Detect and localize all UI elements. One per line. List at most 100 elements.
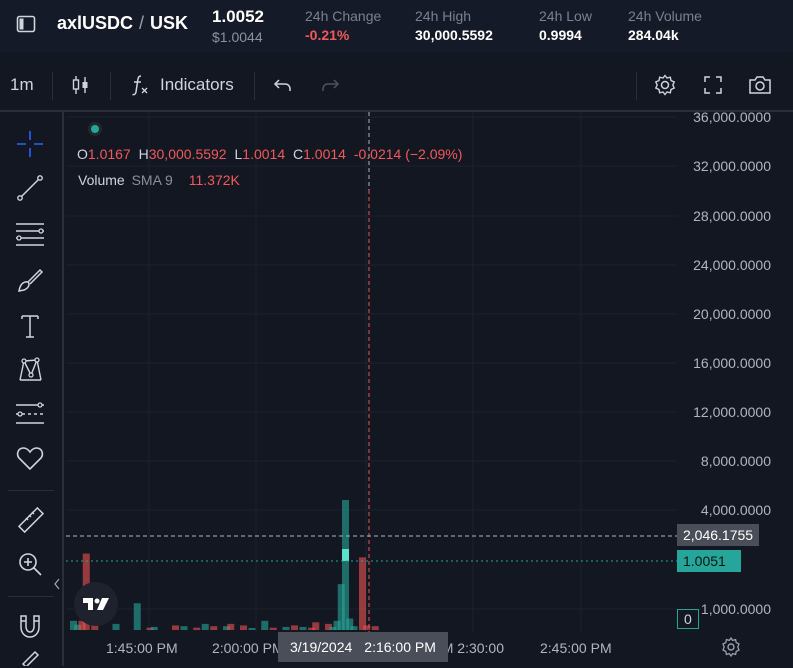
sidebar-toggle-icon[interactable] bbox=[16, 14, 36, 34]
heart-icon bbox=[16, 447, 44, 471]
ohlc-legend: O1.0167 H30,000.5592 L1.0014 C1.0014 -0.… bbox=[77, 146, 462, 162]
volume-bar bbox=[193, 627, 201, 630]
price-tick: 28,000.0000 bbox=[693, 208, 771, 224]
volume-bar bbox=[359, 557, 366, 630]
volume-bar bbox=[150, 626, 158, 630]
high-label: H bbox=[138, 146, 149, 162]
indicators-button[interactable]: Indicators bbox=[128, 62, 234, 108]
undo-button[interactable] bbox=[272, 62, 294, 108]
forecast-icon bbox=[16, 402, 44, 424]
price-tick: 1,000.0000 bbox=[700, 601, 771, 617]
pattern-tool[interactable] bbox=[12, 352, 48, 388]
volume-bar bbox=[329, 626, 337, 630]
zoom-in-icon bbox=[19, 553, 42, 576]
volume-bar bbox=[172, 625, 179, 630]
text-tool[interactable] bbox=[12, 308, 48, 344]
stat-24h-high-value: 30,000.5592 bbox=[415, 27, 493, 43]
undo-icon bbox=[273, 79, 291, 91]
chart-plot-area[interactable] bbox=[66, 112, 677, 632]
fullscreen-button[interactable] bbox=[702, 62, 724, 108]
trend-line-icon bbox=[17, 175, 43, 201]
camera-icon bbox=[749, 76, 771, 94]
price-tick: 36,000.0000 bbox=[693, 109, 771, 125]
redo-icon bbox=[322, 79, 340, 91]
volume-bar bbox=[291, 625, 298, 630]
pair-base: axlUSDC bbox=[57, 13, 134, 33]
zoom-tool[interactable] bbox=[12, 546, 48, 582]
crosshair-time: 2:16:00 PM bbox=[364, 639, 436, 655]
low-label: L bbox=[234, 146, 243, 162]
time-axis[interactable]: 1:45:00 PM 2:00:00 PM 2:30:00 PM 2:45:00… bbox=[66, 632, 677, 666]
crosshair-tool[interactable] bbox=[12, 126, 48, 162]
volume-bar bbox=[74, 624, 82, 630]
chevron-left-icon bbox=[54, 578, 60, 590]
fib-tool[interactable] bbox=[12, 216, 48, 252]
volume-label: Volume bbox=[78, 172, 125, 188]
tools-divider bbox=[8, 596, 54, 597]
last-price: 1.0052 bbox=[212, 7, 264, 26]
candles-icon bbox=[72, 76, 88, 94]
pencil-lock-icon bbox=[21, 650, 40, 666]
volume-last-label: 0 bbox=[677, 609, 699, 629]
stat-24h-change-label: 24h Change bbox=[305, 8, 382, 24]
volume-ma-label: SMA 9 bbox=[131, 172, 173, 188]
market-status-dot bbox=[88, 122, 102, 136]
chart-grid bbox=[66, 112, 677, 632]
axis-settings-button[interactable] bbox=[720, 636, 742, 663]
open-label: O bbox=[77, 146, 88, 162]
price-tick: 16,000.0000 bbox=[693, 355, 771, 371]
pair-selector[interactable]: axlUSDC / USK bbox=[57, 13, 188, 34]
screenshot-button[interactable] bbox=[747, 62, 773, 108]
drawing-toolbar bbox=[0, 112, 64, 666]
price-tick: 4,000.0000 bbox=[700, 502, 771, 518]
volume-bar bbox=[337, 584, 345, 630]
last-price-usd: $1.0044 bbox=[212, 29, 263, 45]
last-price-label: 1.0051 bbox=[677, 550, 741, 572]
stat-24h-volume-label: 24h Volume bbox=[628, 8, 702, 24]
stat-24h-low-value: 0.9994 bbox=[539, 27, 582, 43]
tradingview-logo[interactable] bbox=[74, 582, 118, 626]
high-value: 30,000.5592 bbox=[148, 146, 227, 162]
settings-button[interactable] bbox=[653, 62, 677, 108]
price-tick: 32,000.0000 bbox=[693, 158, 771, 174]
toolbar-divider bbox=[110, 72, 111, 100]
lock-tool[interactable] bbox=[12, 648, 48, 666]
volume-bar bbox=[70, 620, 77, 630]
brush-icon bbox=[18, 268, 44, 292]
settings-icon bbox=[654, 74, 676, 96]
tools-divider bbox=[8, 490, 54, 491]
volume-bar bbox=[248, 628, 256, 630]
volume-bar bbox=[112, 623, 120, 630]
volume-bar bbox=[269, 627, 277, 630]
trend-line-tool[interactable] bbox=[12, 170, 48, 206]
volume-bar bbox=[78, 620, 86, 630]
market-header: axlUSDC / USK 1.0052 $1.0044 24h Change -0… bbox=[0, 0, 793, 52]
measure-tool[interactable] bbox=[12, 502, 48, 538]
volume-bar-highlight bbox=[342, 549, 349, 561]
price-axis[interactable]: 36,000.0000 32,000.0000 28,000.0000 24,0… bbox=[677, 109, 793, 632]
magnet-icon bbox=[20, 615, 40, 638]
interval-button[interactable]: 1m bbox=[10, 62, 34, 108]
price-tick: 8,000.0000 bbox=[700, 453, 771, 469]
chart-type-button[interactable] bbox=[70, 62, 92, 108]
redo-button[interactable] bbox=[319, 62, 341, 108]
brush-tool[interactable] bbox=[12, 262, 48, 298]
toolbar-divider bbox=[52, 72, 53, 100]
text-icon bbox=[21, 315, 39, 338]
collapse-toolbar-button[interactable] bbox=[50, 566, 64, 602]
crosshair-icon bbox=[17, 131, 43, 157]
low-value: 1.0014 bbox=[242, 146, 286, 162]
volume-bar bbox=[180, 626, 188, 630]
time-tick: 1:45:00 PM bbox=[106, 640, 178, 656]
magnet-tool[interactable] bbox=[12, 608, 48, 644]
stat-24h-high-label: 24h High bbox=[415, 8, 472, 24]
volume-bar bbox=[227, 623, 235, 630]
volume-legend[interactable]: Volume SMA 9 11.372K bbox=[78, 172, 240, 188]
status-indicator bbox=[91, 125, 99, 133]
forecast-tool[interactable] bbox=[12, 396, 48, 432]
close-value: 1.0014 bbox=[303, 146, 346, 162]
favorites-tool[interactable] bbox=[12, 440, 48, 476]
stat-24h-volume-value: 284.04k bbox=[628, 27, 679, 43]
volume-bar bbox=[333, 620, 341, 630]
volume-bar bbox=[363, 625, 371, 630]
